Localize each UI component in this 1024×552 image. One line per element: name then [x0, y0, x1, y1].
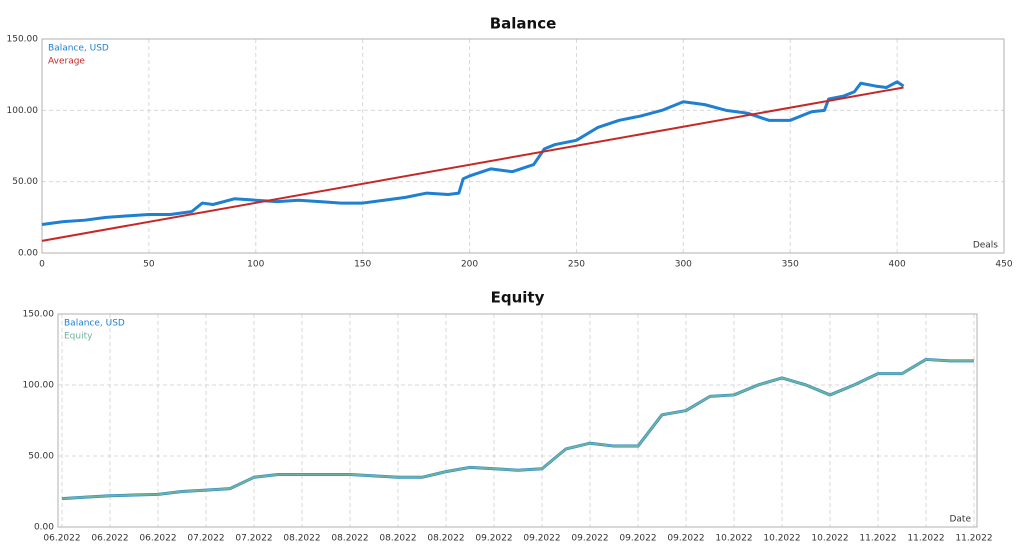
y-tick-label: 0.00	[18, 249, 38, 259]
x-tick-label: 10.2022	[811, 534, 848, 544]
x-tick-label: 400	[889, 260, 906, 270]
x-tick-label: 300	[675, 260, 692, 270]
series-line	[41, 80, 905, 226]
x-tick-label: 09.2022	[475, 534, 512, 544]
y-tick-label: 150.00	[7, 35, 39, 45]
x-tick-label: 08.2022	[379, 534, 416, 544]
x-tick-label: 350	[782, 260, 799, 270]
x-tick-label: 100	[247, 260, 264, 270]
x-tick-label: 06.2022	[91, 534, 128, 544]
legend-label: Equity	[64, 332, 93, 342]
x-tick-label: 11.2022	[955, 534, 992, 544]
x-tick-label: 11.2022	[907, 534, 944, 544]
x-tick-label: 10.2022	[715, 534, 752, 544]
plot-frame	[57, 313, 978, 528]
chart-title: Equity	[491, 289, 545, 307]
x-tick-label: 0	[39, 260, 45, 270]
series-line	[61, 358, 974, 500]
y-tick-label: 50.00	[28, 452, 54, 462]
x-tick-label: 07.2022	[235, 534, 272, 544]
x-tick-label: 11.2022	[859, 534, 896, 544]
chart-title: Balance	[490, 15, 557, 33]
x-tick-label: 06.2022	[139, 534, 176, 544]
x-tick-label: 50	[143, 260, 155, 270]
x-tick-label: 450	[995, 260, 1012, 270]
x-tick-label: 09.2022	[523, 534, 560, 544]
legend-label: Average	[48, 57, 85, 67]
x-tick-label: 08.2022	[331, 534, 368, 544]
x-tick-label: 150	[354, 260, 371, 270]
x-tick-label: 09.2022	[619, 534, 656, 544]
x-tick-label: 10.2022	[763, 534, 800, 544]
y-tick-label: 100.00	[7, 106, 39, 116]
x-tick-label: 09.2022	[571, 534, 608, 544]
legend-label: Balance, USD	[64, 319, 125, 329]
x-tick-label: 09.2022	[667, 534, 704, 544]
y-tick-label: 150.00	[23, 310, 55, 320]
x-tick-label: 250	[568, 260, 585, 270]
y-tick-label: 100.00	[23, 381, 55, 391]
x-tick-label: 200	[461, 260, 478, 270]
y-tick-label: 0.00	[34, 523, 54, 533]
series-line	[61, 357, 974, 501]
x-tick-label: 08.2022	[427, 534, 464, 544]
x-tick-label: 08.2022	[283, 534, 320, 544]
y-tick-label: 50.00	[12, 177, 38, 187]
plot-frame	[41, 38, 1005, 254]
series-line	[41, 86, 904, 242]
x-tick-label: 06.2022	[43, 534, 80, 544]
legend-label: Balance, USD	[48, 44, 109, 54]
x-axis-label: Deals	[973, 241, 998, 251]
x-axis-label: Date	[949, 515, 971, 525]
x-tick-label: 07.2022	[187, 534, 224, 544]
